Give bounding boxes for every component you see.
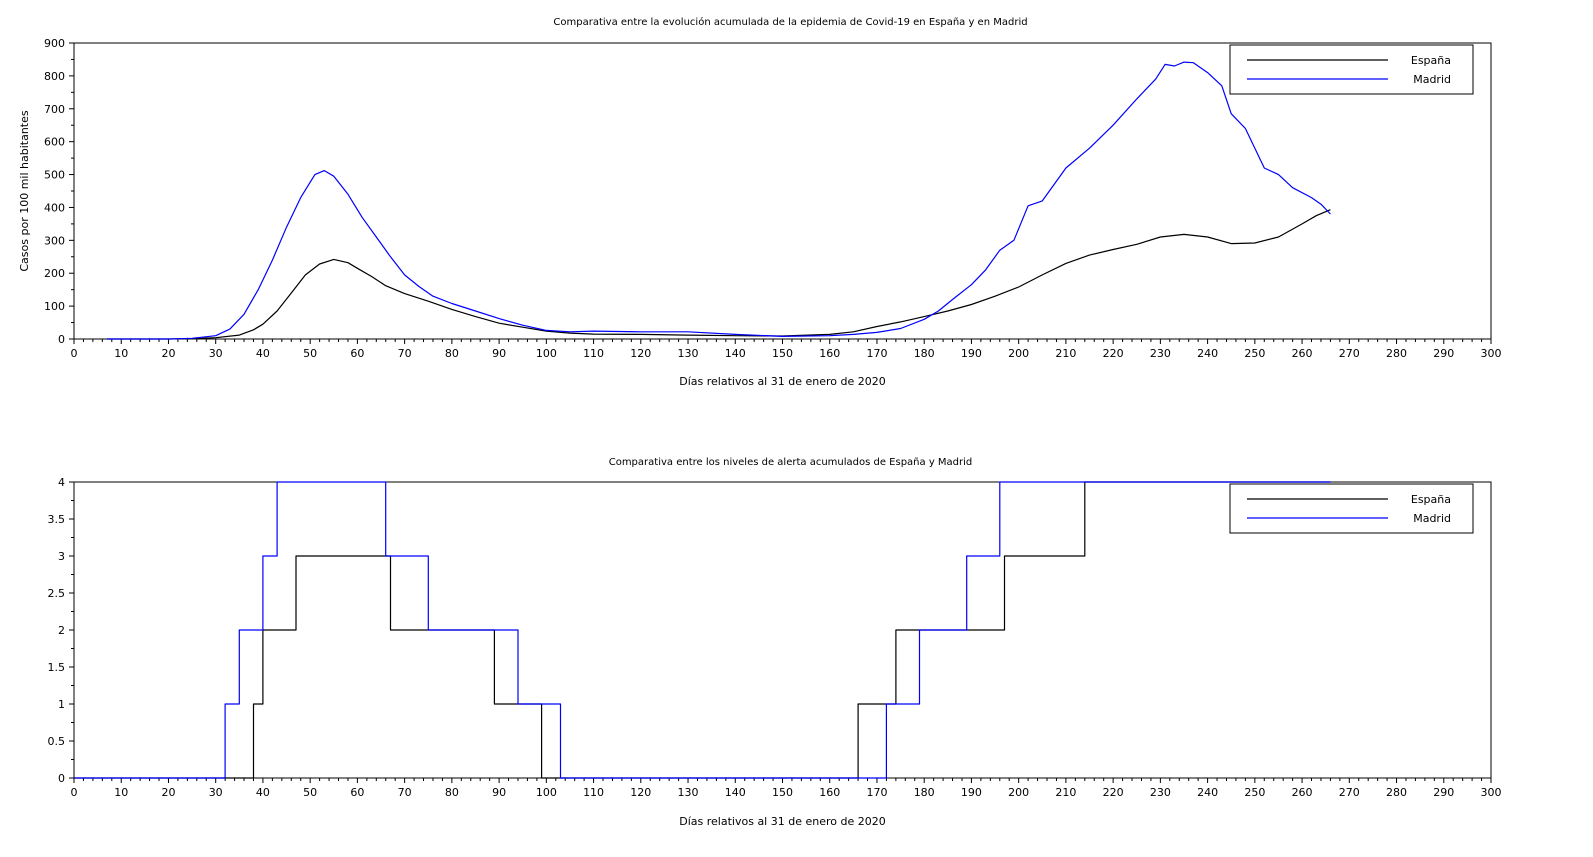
x-tick-label: 140 <box>725 347 746 360</box>
series-line-espana <box>107 209 1331 340</box>
legend-label: España <box>1411 54 1451 67</box>
chart-title: Comparativa entre los niveles de alerta … <box>609 457 973 468</box>
x-tick-label: 290 <box>1433 347 1454 360</box>
series-line-madrid <box>107 61 1331 340</box>
x-tick-label: 180 <box>914 786 935 799</box>
x-tick-label: 0 <box>71 347 78 360</box>
y-tick-label: 300 <box>44 234 65 247</box>
x-tick-label: 130 <box>678 347 699 360</box>
y-tick-label: 700 <box>44 103 65 116</box>
x-tick-label: 10 <box>114 347 128 360</box>
x-tick-label: 230 <box>1150 786 1171 799</box>
x-tick-label: 30 <box>209 786 223 799</box>
x-tick-label: 170 <box>866 786 887 799</box>
x-tick-label: 270 <box>1339 347 1360 360</box>
x-tick-label: 50 <box>303 347 317 360</box>
y-tick-label: 3.5 <box>48 513 66 526</box>
x-tick-label: 150 <box>772 347 793 360</box>
x-tick-label: 150 <box>772 786 793 799</box>
y-tick-label: 100 <box>44 300 65 313</box>
x-tick-label: 290 <box>1433 786 1454 799</box>
x-tick-label: 70 <box>398 347 412 360</box>
x-tick-label: 80 <box>445 786 459 799</box>
x-tick-label: 190 <box>961 786 982 799</box>
x-tick-label: 60 <box>350 347 364 360</box>
legend-label: Madrid <box>1413 73 1451 86</box>
x-tick-label: 220 <box>1103 786 1124 799</box>
x-tick-label: 220 <box>1103 347 1124 360</box>
x-tick-label: 60 <box>350 786 364 799</box>
y-tick-label: 2.5 <box>48 587 66 600</box>
legend-box <box>1229 483 1474 534</box>
x-tick-label: 160 <box>819 347 840 360</box>
y-tick-label: 1 <box>58 698 65 711</box>
y-tick-label: 3 <box>58 550 65 563</box>
x-tick-label: 260 <box>1292 786 1313 799</box>
y-tick-label: 200 <box>44 267 65 280</box>
x-tick-label: 270 <box>1339 786 1360 799</box>
x-tick-label: 20 <box>161 347 175 360</box>
legend-label: España <box>1411 493 1451 506</box>
x-tick-label: 70 <box>398 786 412 799</box>
x-tick-label: 100 <box>536 347 557 360</box>
x-tick-label: 110 <box>583 347 604 360</box>
x-tick-label: 100 <box>536 786 557 799</box>
x-axis-label: Días relativos al 31 de enero de 2020 <box>679 375 885 388</box>
chart-title: Comparativa entre la evolución acumulada… <box>553 16 1027 28</box>
x-tick-label: 240 <box>1197 786 1218 799</box>
series-line-madrid <box>74 481 1331 779</box>
x-tick-label: 210 <box>1055 347 1076 360</box>
x-tick-label: 120 <box>630 347 651 360</box>
chart-bottom-alert-levels: Comparativa entre los niveles de alerta … <box>48 457 1502 828</box>
x-tick-label: 200 <box>1008 786 1029 799</box>
x-tick-label: 180 <box>914 347 935 360</box>
y-tick-label: 400 <box>44 201 65 214</box>
x-tick-label: 280 <box>1386 347 1407 360</box>
y-tick-label: 500 <box>44 169 65 182</box>
x-tick-label: 230 <box>1150 347 1171 360</box>
x-tick-label: 210 <box>1055 786 1076 799</box>
x-tick-label: 250 <box>1244 786 1265 799</box>
x-tick-label: 10 <box>114 786 128 799</box>
y-axis-label: Casos por 100 mil habitantes <box>18 110 31 272</box>
legend-label: Madrid <box>1413 512 1451 525</box>
x-tick-label: 260 <box>1292 347 1313 360</box>
y-tick-label: 600 <box>44 136 65 149</box>
x-tick-label: 140 <box>725 786 746 799</box>
x-tick-label: 40 <box>256 786 270 799</box>
x-tick-label: 190 <box>961 347 982 360</box>
y-tick-label: 2 <box>58 624 65 637</box>
x-tick-label: 200 <box>1008 347 1029 360</box>
x-tick-label: 120 <box>630 786 651 799</box>
y-tick-label: 4 <box>58 476 65 489</box>
y-tick-label: 900 <box>44 37 65 50</box>
x-tick-label: 20 <box>161 786 175 799</box>
x-tick-label: 160 <box>819 786 840 799</box>
x-tick-label: 240 <box>1197 347 1218 360</box>
y-tick-label: 1.5 <box>48 661 66 674</box>
x-tick-label: 30 <box>209 347 223 360</box>
x-tick-label: 50 <box>303 786 317 799</box>
x-tick-label: 90 <box>492 347 506 360</box>
x-tick-label: 0 <box>71 786 78 799</box>
x-tick-label: 90 <box>492 786 506 799</box>
y-tick-label: 0.5 <box>48 735 66 748</box>
x-tick-label: 110 <box>583 786 604 799</box>
x-tick-label: 300 <box>1481 786 1502 799</box>
y-tick-label: 800 <box>44 70 65 83</box>
legend-box <box>1229 44 1474 95</box>
x-tick-label: 80 <box>445 347 459 360</box>
x-axis-label: Días relativos al 31 de enero de 2020 <box>679 815 885 828</box>
x-tick-label: 40 <box>256 347 270 360</box>
x-tick-label: 130 <box>678 786 699 799</box>
x-tick-label: 170 <box>866 347 887 360</box>
x-tick-label: 250 <box>1244 347 1265 360</box>
chart-top-cumulative-cases: Comparativa entre la evolución acumulada… <box>18 16 1502 388</box>
x-tick-label: 300 <box>1481 347 1502 360</box>
y-tick-label: 0 <box>58 333 65 346</box>
y-tick-label: 0 <box>58 772 65 785</box>
x-tick-label: 280 <box>1386 786 1407 799</box>
